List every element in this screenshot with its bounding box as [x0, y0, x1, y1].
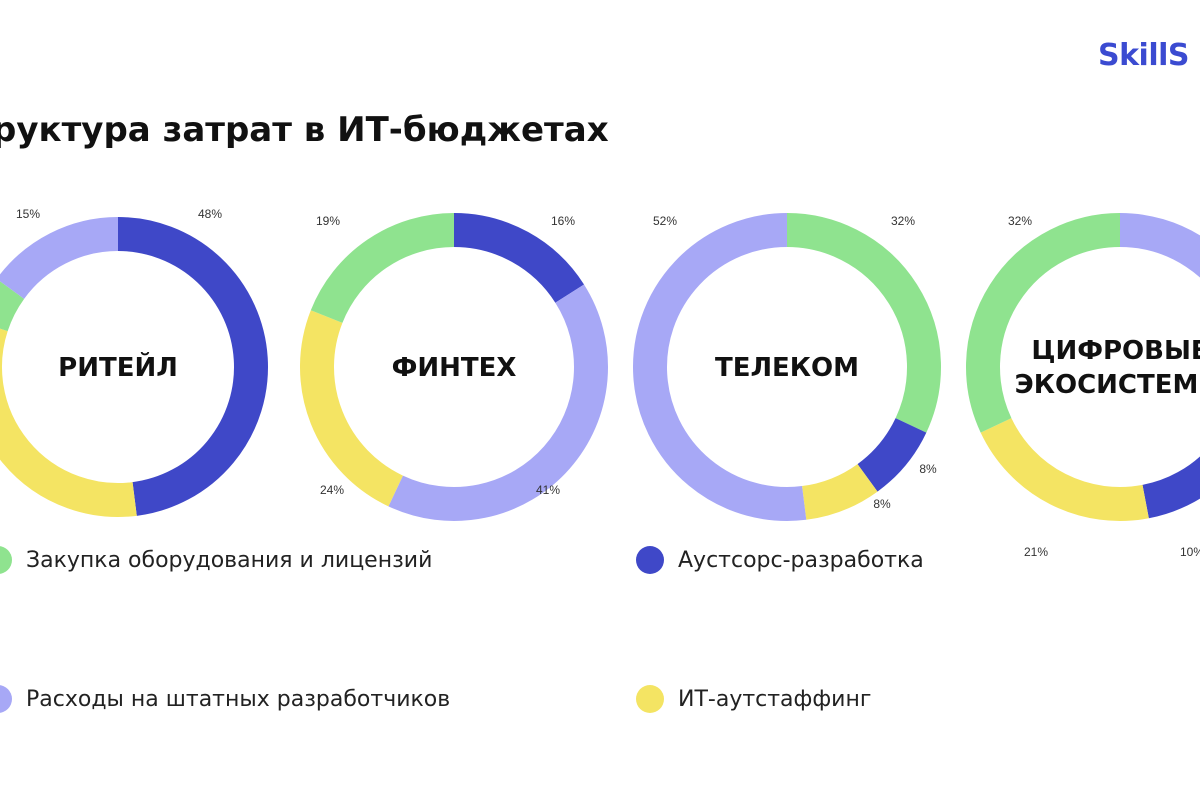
donut-1-label-0: 16%	[551, 214, 575, 228]
donut-0-slice-1	[0, 328, 137, 517]
donut-2: 32% 8% 8% 52% ТЕЛЕКОМ	[633, 213, 941, 521]
donut-0-label-3: 15%	[16, 207, 40, 221]
donut-1-slice-3	[310, 213, 455, 324]
brand-logo: SkillS	[1098, 38, 1190, 73]
donut-0-slice-3	[0, 217, 119, 300]
donut-2-label-0: 32%	[891, 214, 915, 228]
donut-2-label-2: 8%	[873, 497, 891, 511]
donut-0-slice-0	[117, 217, 268, 516]
donut-3-slice-1	[1141, 456, 1200, 519]
donut-3-label-1: 10%	[1180, 545, 1200, 559]
donut-0-slice-2	[0, 281, 25, 332]
donut-3-center-label: ЦИФРОВЫЕ	[1031, 336, 1200, 366]
legend-label: ИТ-аутстаффинг	[678, 686, 872, 712]
donut-3-label-2: 21%	[1024, 545, 1048, 559]
legend-swatch-lavender	[0, 685, 12, 713]
donut-2-slice-1	[857, 417, 927, 492]
donut-3-slice-3	[966, 213, 1121, 433]
donut-1-slice-2	[300, 310, 404, 507]
legend-label: Аустсорс-разработка	[678, 547, 924, 573]
legend-swatch-green	[0, 546, 12, 574]
donut-1-label-3: 19%	[316, 214, 340, 228]
donut-3-slice-2	[980, 417, 1149, 521]
donut-3-slice-0	[1119, 213, 1200, 278]
legend-swatch-yellow	[636, 685, 664, 713]
donut-1: 16% 41% 24% 19% ФИНТЕХ	[300, 213, 608, 521]
donut-1-center-label: ФИНТЕХ	[392, 353, 517, 383]
legend-item-outstaff: ИТ-аутстаффинг	[636, 685, 871, 713]
legend-swatch-blue	[636, 546, 664, 574]
legend-item-staff: Расходы на штатных разработчиков	[0, 685, 450, 713]
donut-2-label-3: 52%	[653, 214, 677, 228]
legend-item-outsource: Аустсорс-разработка	[636, 546, 924, 574]
legend-label: Закупка оборудования и лицензий	[26, 547, 433, 573]
donut-2-center-label: ТЕЛЕКОМ	[715, 353, 859, 383]
donut-2-label-1: 8%	[919, 462, 937, 476]
donut-2-slice-0	[786, 213, 941, 433]
donut-2-slice-2	[801, 463, 878, 520]
donut-0-label-0: 48%	[198, 207, 222, 221]
donut-3: 10% 21% 32% ЦИФРОВЫЕ ЭКОСИСТЕМЫ	[966, 213, 1200, 559]
page-title: руктура затрат в ИТ-бюджетах	[0, 110, 609, 150]
donut-3-center-label: ЭКОСИСТЕМЫ	[1015, 370, 1200, 400]
donut-3-label-3: 32%	[1008, 214, 1032, 228]
donut-0-center-label: РИТЕЙЛ	[58, 351, 178, 383]
donut-0: 48% 15% РИТЕЙЛ	[0, 207, 268, 517]
donut-1-label-2: 24%	[320, 483, 344, 497]
legend-item-hardware: Закупка оборудования и лицензий	[0, 546, 432, 574]
donut-1-slice-0	[453, 213, 585, 304]
legend-label: Расходы на штатных разработчиков	[26, 686, 451, 712]
donut-1-slice-1	[388, 284, 608, 521]
donut-2-slice-3	[633, 213, 807, 521]
donut-1-label-1: 41%	[536, 483, 560, 497]
